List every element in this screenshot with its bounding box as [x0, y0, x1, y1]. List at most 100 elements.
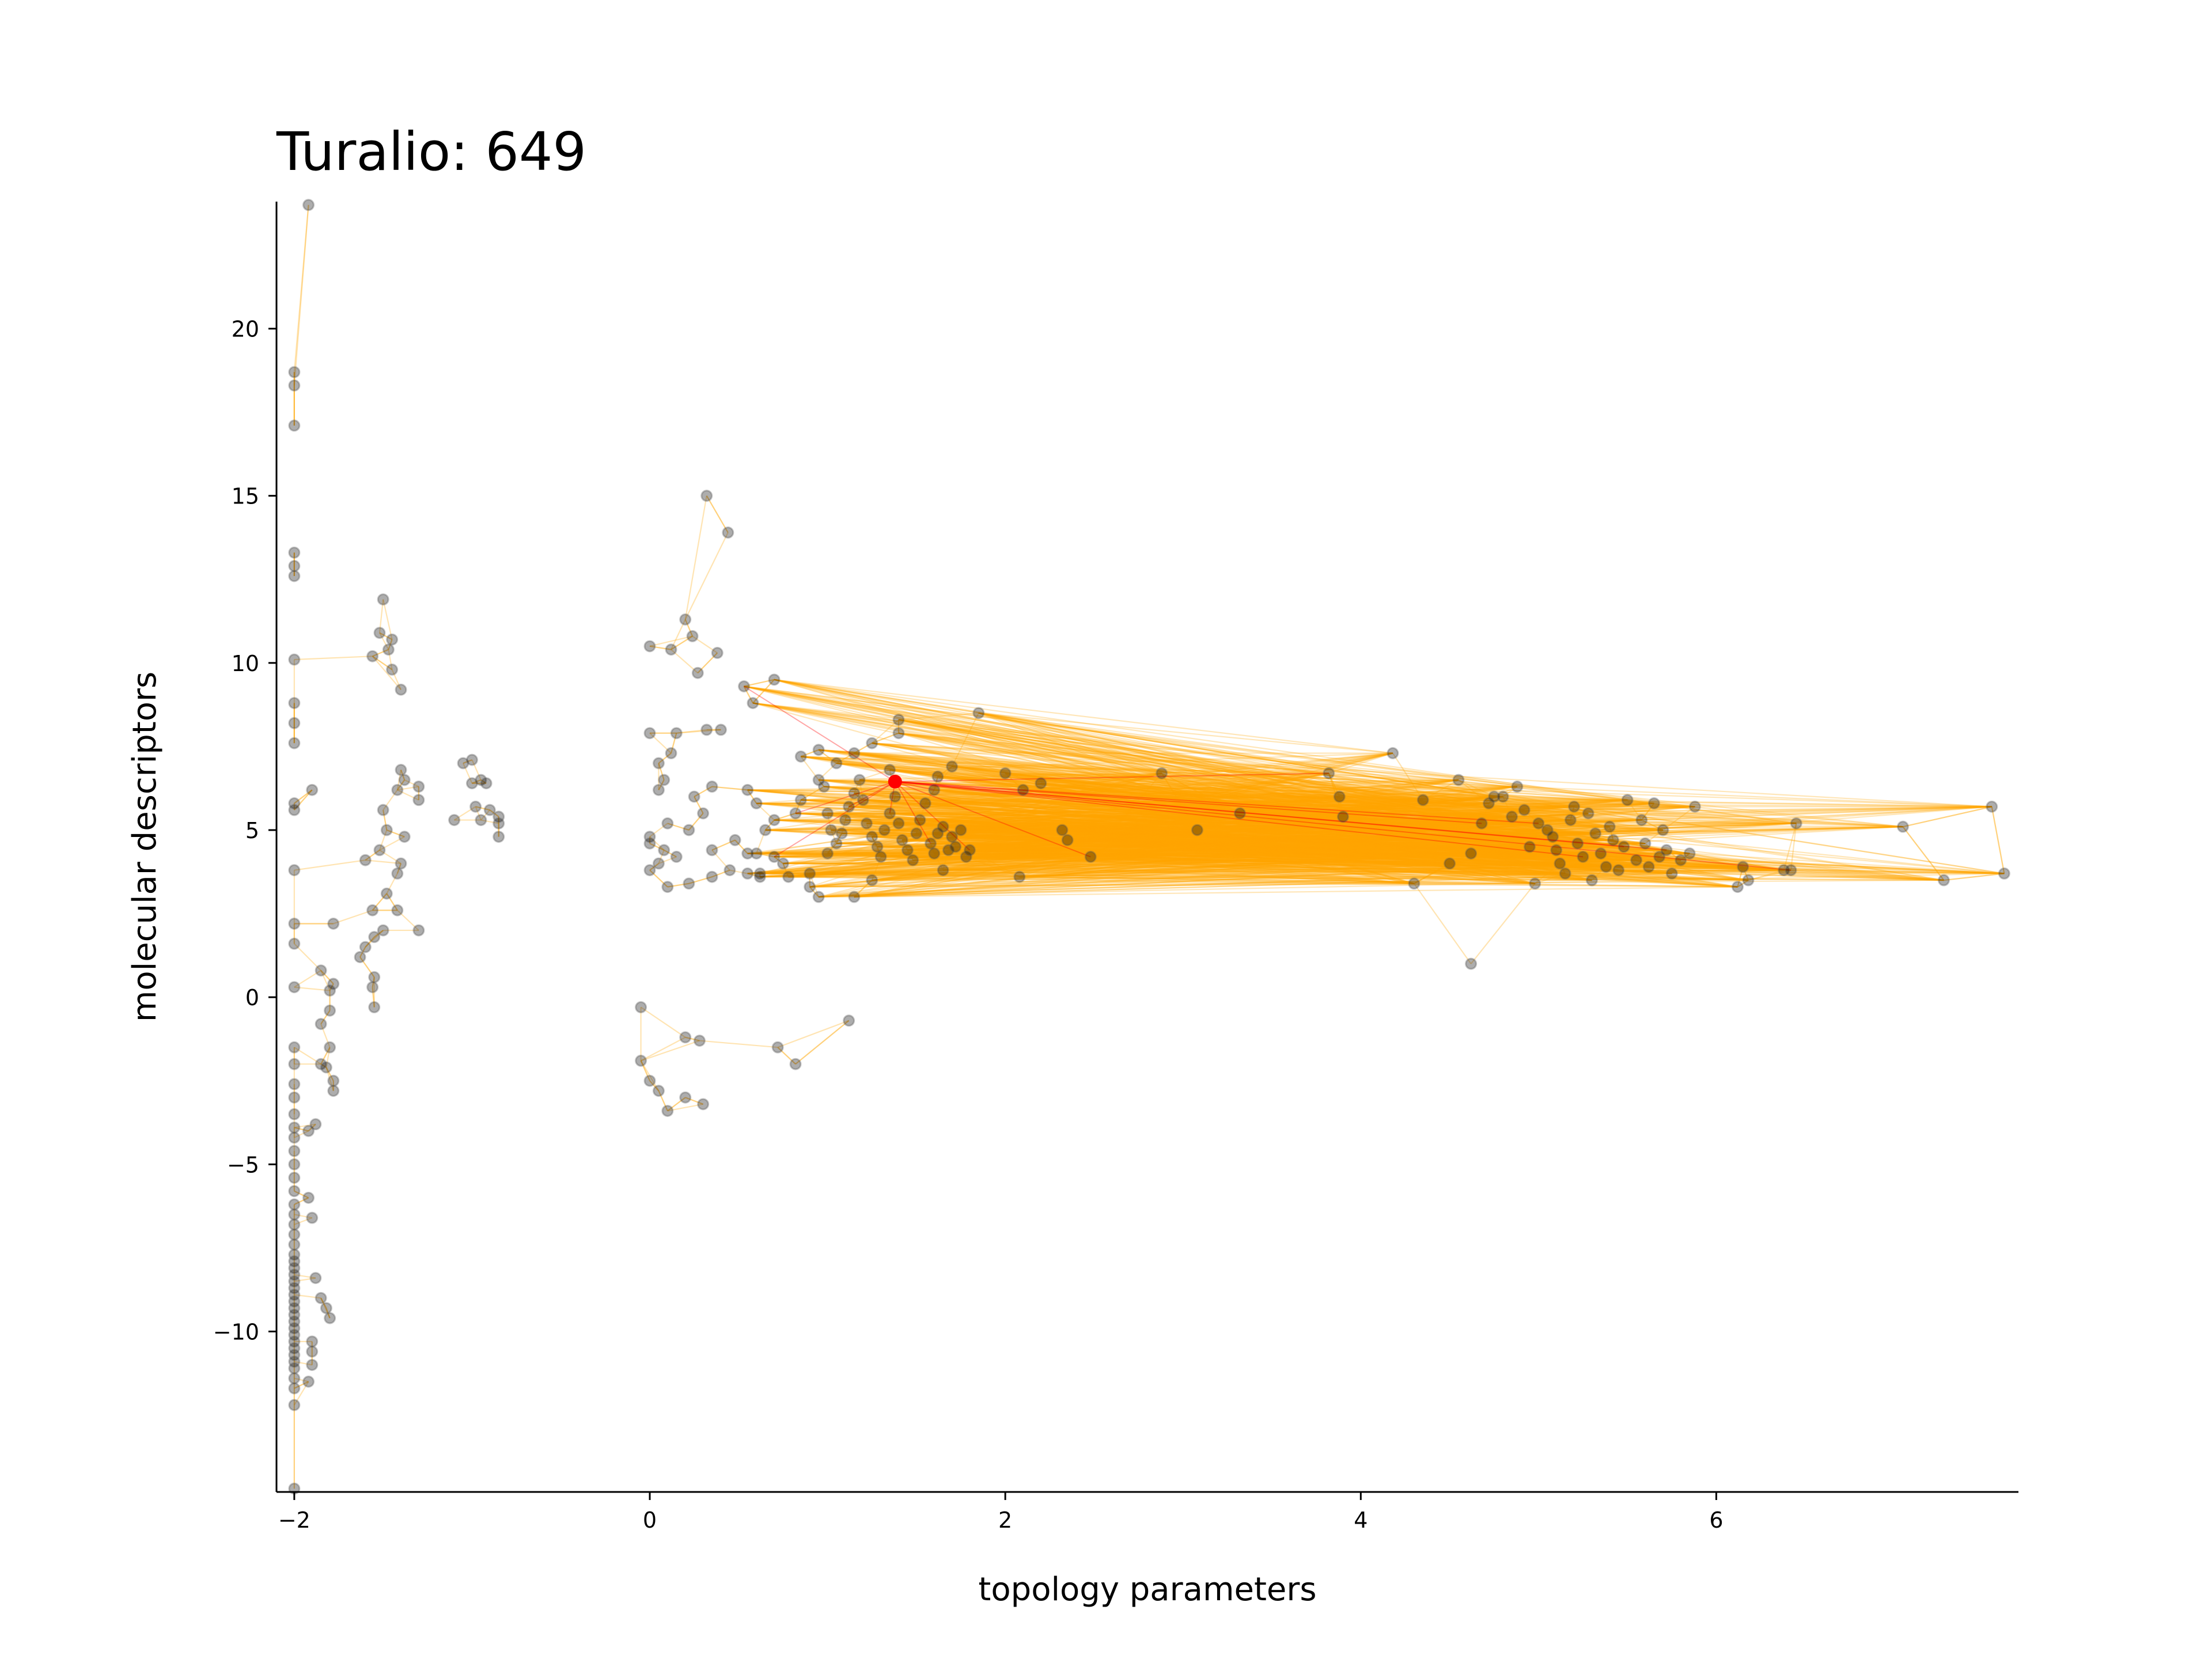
edge-line [684, 619, 694, 637]
data-point [320, 1061, 332, 1074]
edge-line [849, 806, 1613, 841]
edge-line [907, 849, 1944, 881]
edge-line [396, 770, 402, 790]
edge-line [747, 846, 1624, 854]
edge-line [854, 802, 1489, 898]
edge-line [937, 776, 1482, 824]
edge-line [747, 789, 757, 804]
edge-line [397, 786, 419, 791]
edge-line [952, 836, 1566, 874]
edge-line [480, 779, 487, 784]
data-point [288, 1185, 301, 1198]
data-point [1156, 767, 1168, 779]
edge-line [925, 799, 1628, 804]
edge-line [796, 812, 1548, 831]
edge-line [854, 843, 1578, 898]
edge-line [1019, 876, 1748, 881]
data-point [315, 964, 327, 977]
edge-line [912, 859, 1607, 868]
edge-line [934, 849, 949, 854]
edge-line [866, 823, 1672, 874]
edge-line [711, 786, 748, 791]
edge-line [756, 853, 1566, 874]
edge-line [1022, 789, 1556, 851]
edge-line [948, 826, 1903, 851]
data-point [288, 1349, 301, 1361]
edge-line [859, 779, 1589, 815]
data-point [691, 666, 704, 679]
edge-line [1534, 863, 1560, 884]
edge-line [1595, 826, 1610, 834]
edge-line [884, 802, 1654, 831]
data-point [288, 1121, 301, 1134]
edge-line [783, 823, 1797, 865]
edge-line [747, 862, 1560, 874]
edge-line [854, 793, 863, 801]
edge-line [836, 843, 1535, 884]
edge-line [774, 846, 1530, 858]
edge-line [372, 893, 388, 911]
data-point [288, 1322, 301, 1335]
edge-line [372, 656, 393, 671]
data-point [288, 1145, 301, 1157]
edge-line [1040, 782, 1749, 881]
edge-line [824, 786, 1607, 868]
edge-line [801, 756, 1637, 861]
edge-line [658, 856, 677, 865]
edge-line [756, 802, 1535, 884]
edge-line [930, 772, 1329, 844]
edge-line [774, 836, 1553, 858]
edge-line [640, 1006, 686, 1038]
edge-line [747, 873, 760, 878]
data-point [386, 633, 399, 646]
edge-line [955, 802, 1489, 848]
edge-line [760, 873, 1592, 881]
edge-line [872, 743, 1459, 781]
data-point [999, 767, 1012, 779]
edge-line [919, 819, 1578, 844]
edge-line [1574, 806, 1589, 814]
data-point [874, 850, 887, 863]
edge-line [760, 796, 1503, 878]
edge-line [1005, 772, 1041, 784]
edge-line [783, 796, 1494, 865]
data-point [302, 1375, 315, 1388]
edge-line [1577, 843, 1584, 857]
edge-line [925, 802, 1784, 871]
data-point [706, 844, 718, 857]
edge-line [889, 812, 1482, 824]
edge-line [919, 819, 1198, 831]
data-point [391, 867, 404, 880]
edge-line [760, 849, 1556, 874]
data-point [1657, 824, 1669, 836]
edge-line [854, 886, 1738, 898]
edge-line [943, 862, 1450, 871]
edge-line [966, 843, 1646, 858]
edge-line [774, 679, 1525, 811]
data-point [1511, 781, 1524, 793]
edge-line [836, 806, 1574, 844]
edge-line [866, 823, 1791, 871]
edge-line [898, 732, 1663, 831]
edge-line [1061, 830, 1069, 840]
edge-line [818, 779, 1535, 884]
data-point [1600, 861, 1612, 873]
edge-line [907, 850, 914, 861]
data-point [658, 844, 671, 857]
edge-line [777, 1020, 849, 1048]
edge-line [1944, 873, 2005, 881]
edge-line [372, 893, 388, 911]
edge-line [836, 833, 843, 844]
edge-line [836, 843, 1556, 851]
edge-line [1022, 789, 1649, 868]
edge-line [747, 789, 1738, 888]
edge-line [379, 632, 393, 641]
edge-line [706, 495, 729, 533]
edge-line [854, 772, 1162, 794]
edge-line [747, 826, 1903, 854]
edge-line [744, 685, 1628, 801]
edge-line [898, 712, 979, 721]
edge-line [1648, 866, 1672, 874]
edge-line [836, 762, 1530, 848]
edge-line [788, 779, 1459, 878]
